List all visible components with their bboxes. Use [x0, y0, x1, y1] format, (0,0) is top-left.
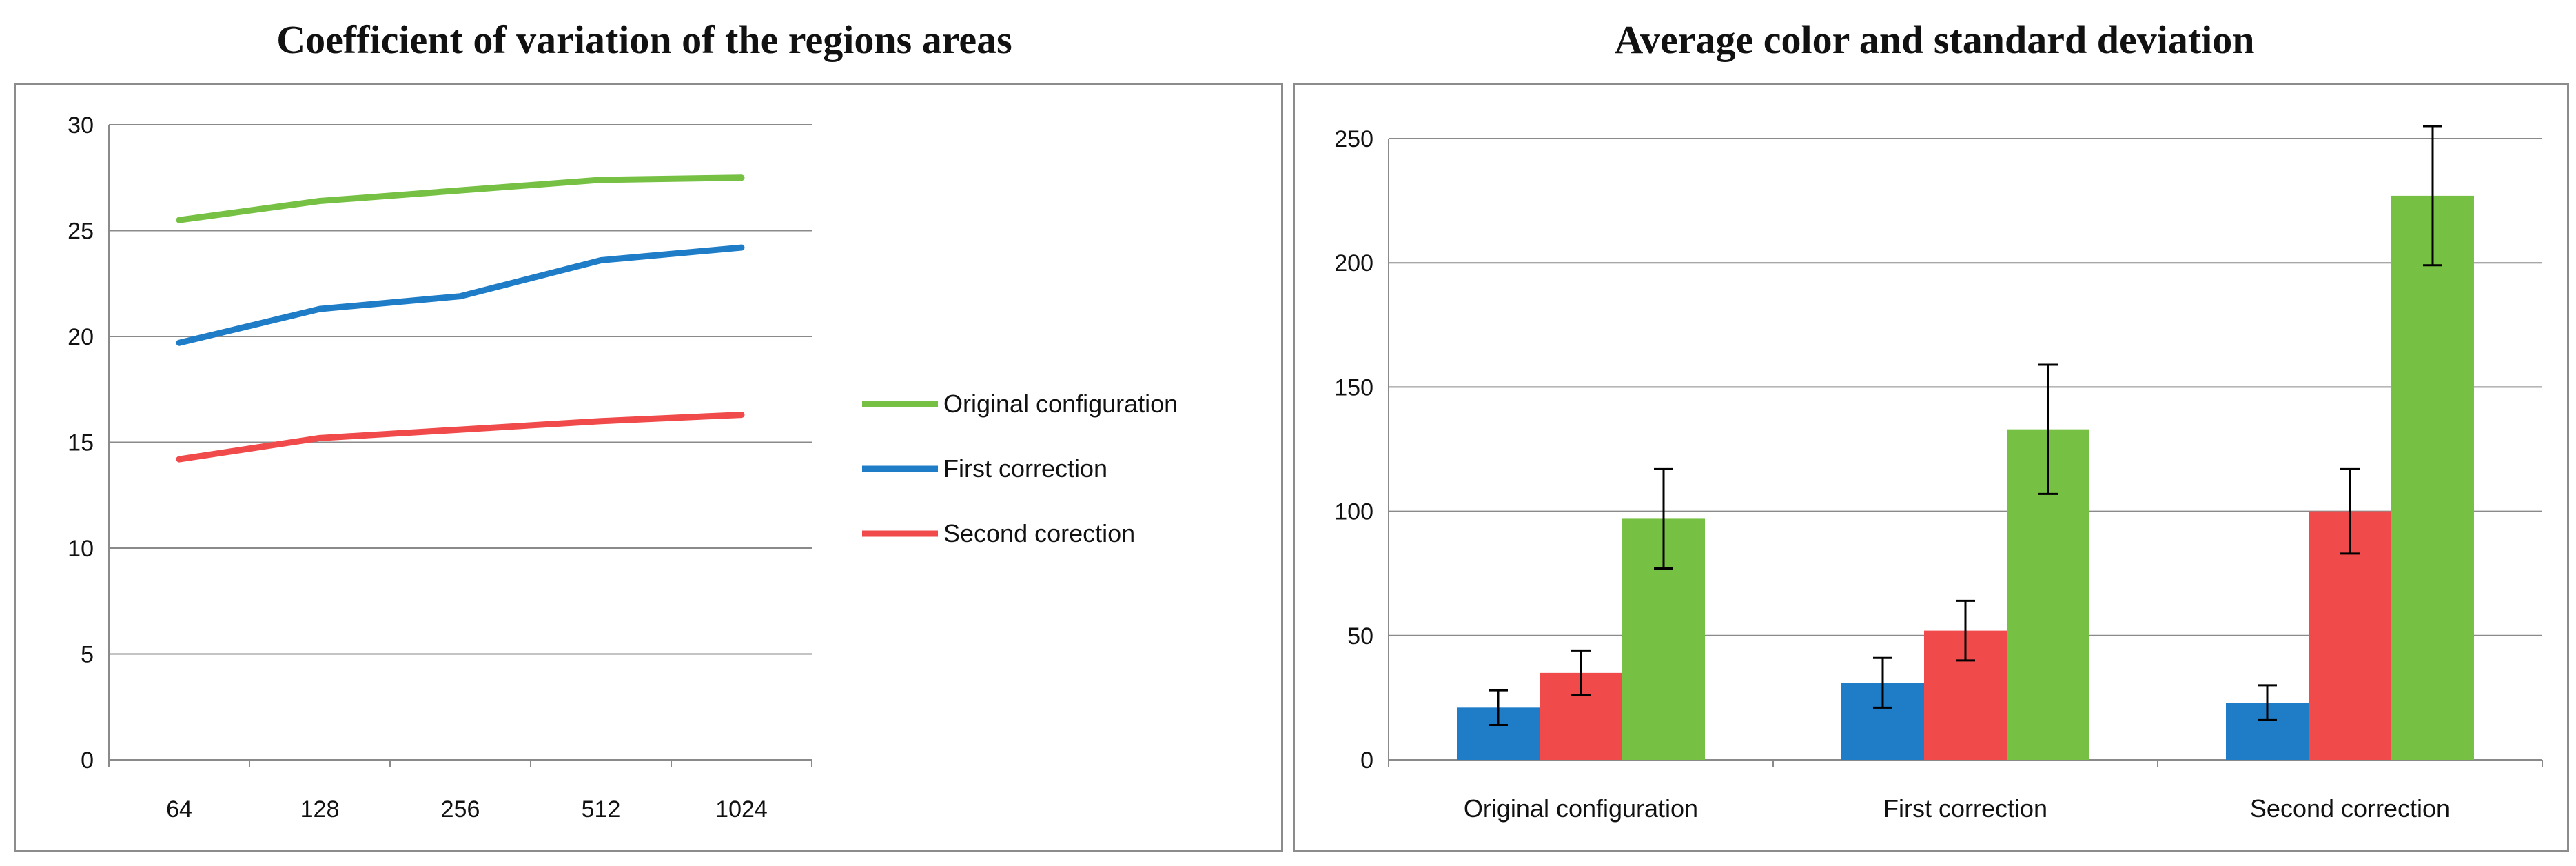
y-tick-label: 30 [68, 112, 94, 139]
y-tick-label: 20 [68, 324, 94, 350]
y-tick-label: 0 [81, 747, 94, 774]
x-tick-label: 512 [582, 796, 621, 823]
y-tick-label: 0 [1360, 747, 1373, 774]
bar [2391, 195, 2474, 761]
legend-label: First correction [943, 454, 1107, 483]
series-line [176, 412, 745, 463]
y-tick-label: 50 [1347, 623, 1373, 650]
legend-label: Second corection [943, 519, 1135, 547]
bar-chart-title: Average color and standard deviation [1614, 17, 2255, 62]
y-tick-label: 200 [1334, 250, 1373, 276]
y-tick-label: 100 [1334, 499, 1373, 525]
y-tick-label: 250 [1334, 126, 1373, 152]
x-tick-label: 256 [441, 796, 480, 823]
y-tick-label: 150 [1334, 374, 1373, 401]
x-tick-label: Second correction [2250, 794, 2450, 823]
x-tick-label: 1024 [715, 796, 768, 823]
series-line [176, 244, 745, 346]
line-chart: 0 5 10 15 20 25 30 64 128 256 512 1024 Original conf… [68, 112, 1178, 823]
legend-label: Original configuration [943, 390, 1178, 418]
x-tick-label: Original configuration [1464, 794, 1698, 823]
series-line [176, 174, 745, 223]
bar-chart-panel: 0 50 100 150 200 250 Original configuration Fir… [1293, 83, 2569, 852]
x-tick-label: First correction [1883, 794, 2047, 823]
x-tick-label: 128 [300, 796, 340, 823]
x-tick-label: 64 [166, 796, 192, 823]
bar-chart: 0 50 100 150 200 250 Original configuration Fir… [1334, 125, 2543, 823]
line-chart-title: Coefficient of variation of the regions … [276, 17, 1012, 62]
y-tick-label: 5 [81, 642, 94, 668]
y-tick-label: 25 [68, 219, 94, 245]
line-chart-panel: 0 5 10 15 20 25 30 64 128 256 512 1024 Original conf… [14, 83, 1283, 852]
y-tick-label: 15 [68, 430, 94, 456]
y-tick-label: 10 [68, 536, 94, 562]
